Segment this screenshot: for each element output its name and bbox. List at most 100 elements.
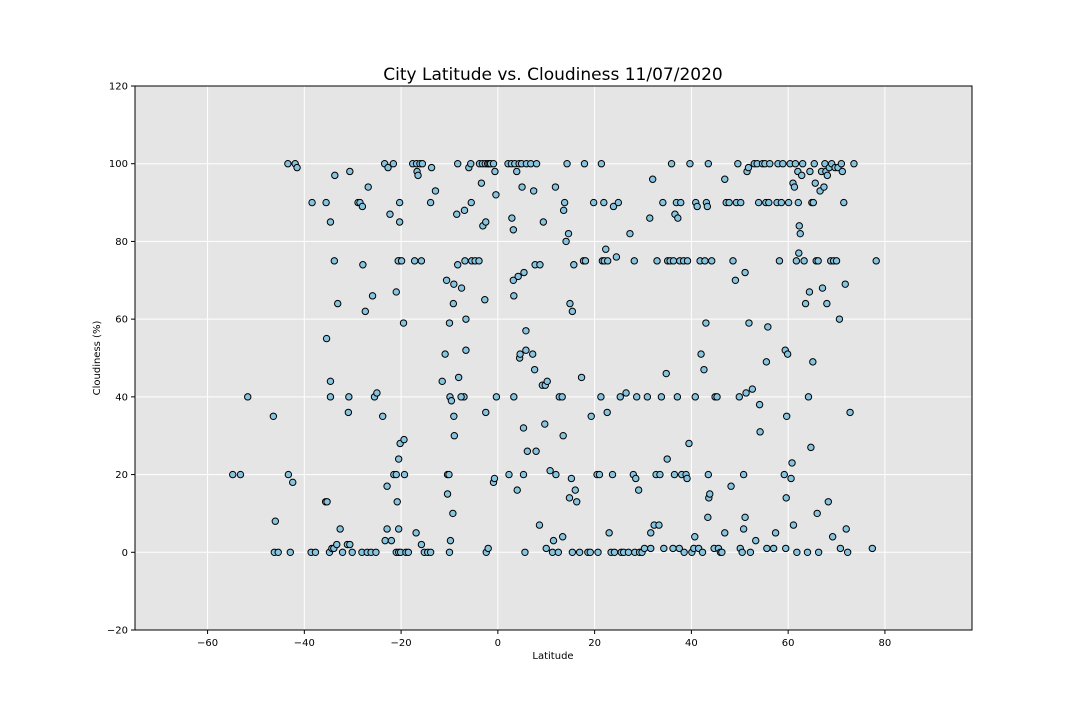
data-point xyxy=(809,198,818,207)
data-point xyxy=(541,420,549,428)
data-point xyxy=(481,296,489,304)
data-point xyxy=(823,299,831,308)
data-point xyxy=(236,470,245,479)
data-point xyxy=(648,175,657,183)
data-point xyxy=(554,548,563,556)
data-point xyxy=(467,160,475,168)
data-point xyxy=(361,307,369,316)
data-point xyxy=(484,544,492,553)
data-point xyxy=(453,210,461,218)
data-point xyxy=(505,470,513,479)
data-point xyxy=(438,377,446,386)
data-point xyxy=(693,202,701,211)
data-point xyxy=(796,229,804,238)
data-point xyxy=(389,160,398,168)
data-point xyxy=(624,548,633,556)
data-point xyxy=(739,470,748,479)
data-point xyxy=(358,202,367,211)
data-point xyxy=(521,548,529,556)
data-point xyxy=(528,350,537,358)
data-point xyxy=(608,470,617,479)
data-point xyxy=(449,509,457,518)
data-point xyxy=(614,198,623,207)
data-point xyxy=(670,470,679,479)
data-point xyxy=(581,257,590,265)
y-tick-label: 20 xyxy=(115,470,128,481)
data-point xyxy=(721,175,729,183)
data-point xyxy=(454,261,462,269)
data-point xyxy=(795,222,803,230)
data-point xyxy=(364,183,372,191)
data-point xyxy=(523,447,532,455)
data-point xyxy=(765,198,773,207)
data-point xyxy=(843,548,852,556)
y-tick-label: 40 xyxy=(115,392,128,403)
data-point xyxy=(656,470,664,479)
data-point xyxy=(510,393,518,401)
data-point xyxy=(558,393,566,401)
data-point xyxy=(323,498,331,506)
data-point xyxy=(600,198,608,207)
data-point xyxy=(442,276,451,284)
data-point xyxy=(311,548,320,556)
data-point xyxy=(820,183,828,191)
x-axis-ticks: −60 −40 −20 0 20 40 60 80 xyxy=(197,630,891,649)
data-point xyxy=(475,257,483,265)
data-point xyxy=(491,167,499,176)
data-point xyxy=(669,257,678,265)
data-point xyxy=(810,160,818,168)
data-point xyxy=(752,536,760,545)
data-point xyxy=(392,288,400,296)
data-point xyxy=(393,498,401,506)
data-point xyxy=(308,198,316,207)
data-point xyxy=(823,171,832,180)
data-point xyxy=(492,393,501,401)
data-point xyxy=(509,276,518,284)
data-point xyxy=(647,544,655,553)
data-point xyxy=(431,187,440,195)
data-point xyxy=(673,393,682,401)
x-tick-label: 60 xyxy=(782,638,795,649)
data-point xyxy=(426,548,435,556)
data-point xyxy=(594,548,602,556)
data-point xyxy=(395,218,404,226)
data-point xyxy=(529,187,538,195)
data-point xyxy=(704,513,712,522)
data-point xyxy=(784,198,793,207)
data-point xyxy=(286,548,295,556)
data-point xyxy=(675,544,683,553)
data-point xyxy=(754,198,763,207)
data-point xyxy=(269,412,278,420)
data-point xyxy=(828,533,837,541)
data-point xyxy=(683,257,692,265)
data-point xyxy=(566,299,574,308)
data-point xyxy=(657,393,666,401)
data-point xyxy=(535,521,544,529)
data-point xyxy=(713,393,721,401)
data-point xyxy=(779,160,787,168)
data-point xyxy=(846,408,854,417)
data-point xyxy=(791,160,800,168)
data-point xyxy=(322,198,330,207)
data-point xyxy=(490,474,499,483)
data-point xyxy=(560,198,569,207)
data-point xyxy=(824,498,833,506)
data-point xyxy=(532,447,540,455)
data-point xyxy=(737,198,745,207)
data-point xyxy=(738,548,746,556)
data-point xyxy=(663,455,671,463)
data-point xyxy=(667,160,676,168)
data-point xyxy=(787,474,795,483)
data-point xyxy=(800,257,808,265)
x-tick-label: −40 xyxy=(294,638,315,649)
data-point xyxy=(793,548,801,556)
data-point xyxy=(646,214,654,222)
data-point xyxy=(532,160,541,168)
data-point xyxy=(558,533,567,541)
data-point xyxy=(359,261,367,269)
x-tick-label: −20 xyxy=(391,638,412,649)
data-point xyxy=(685,439,693,448)
data-point xyxy=(734,160,742,168)
data-point xyxy=(798,160,807,168)
data-point xyxy=(575,548,584,556)
